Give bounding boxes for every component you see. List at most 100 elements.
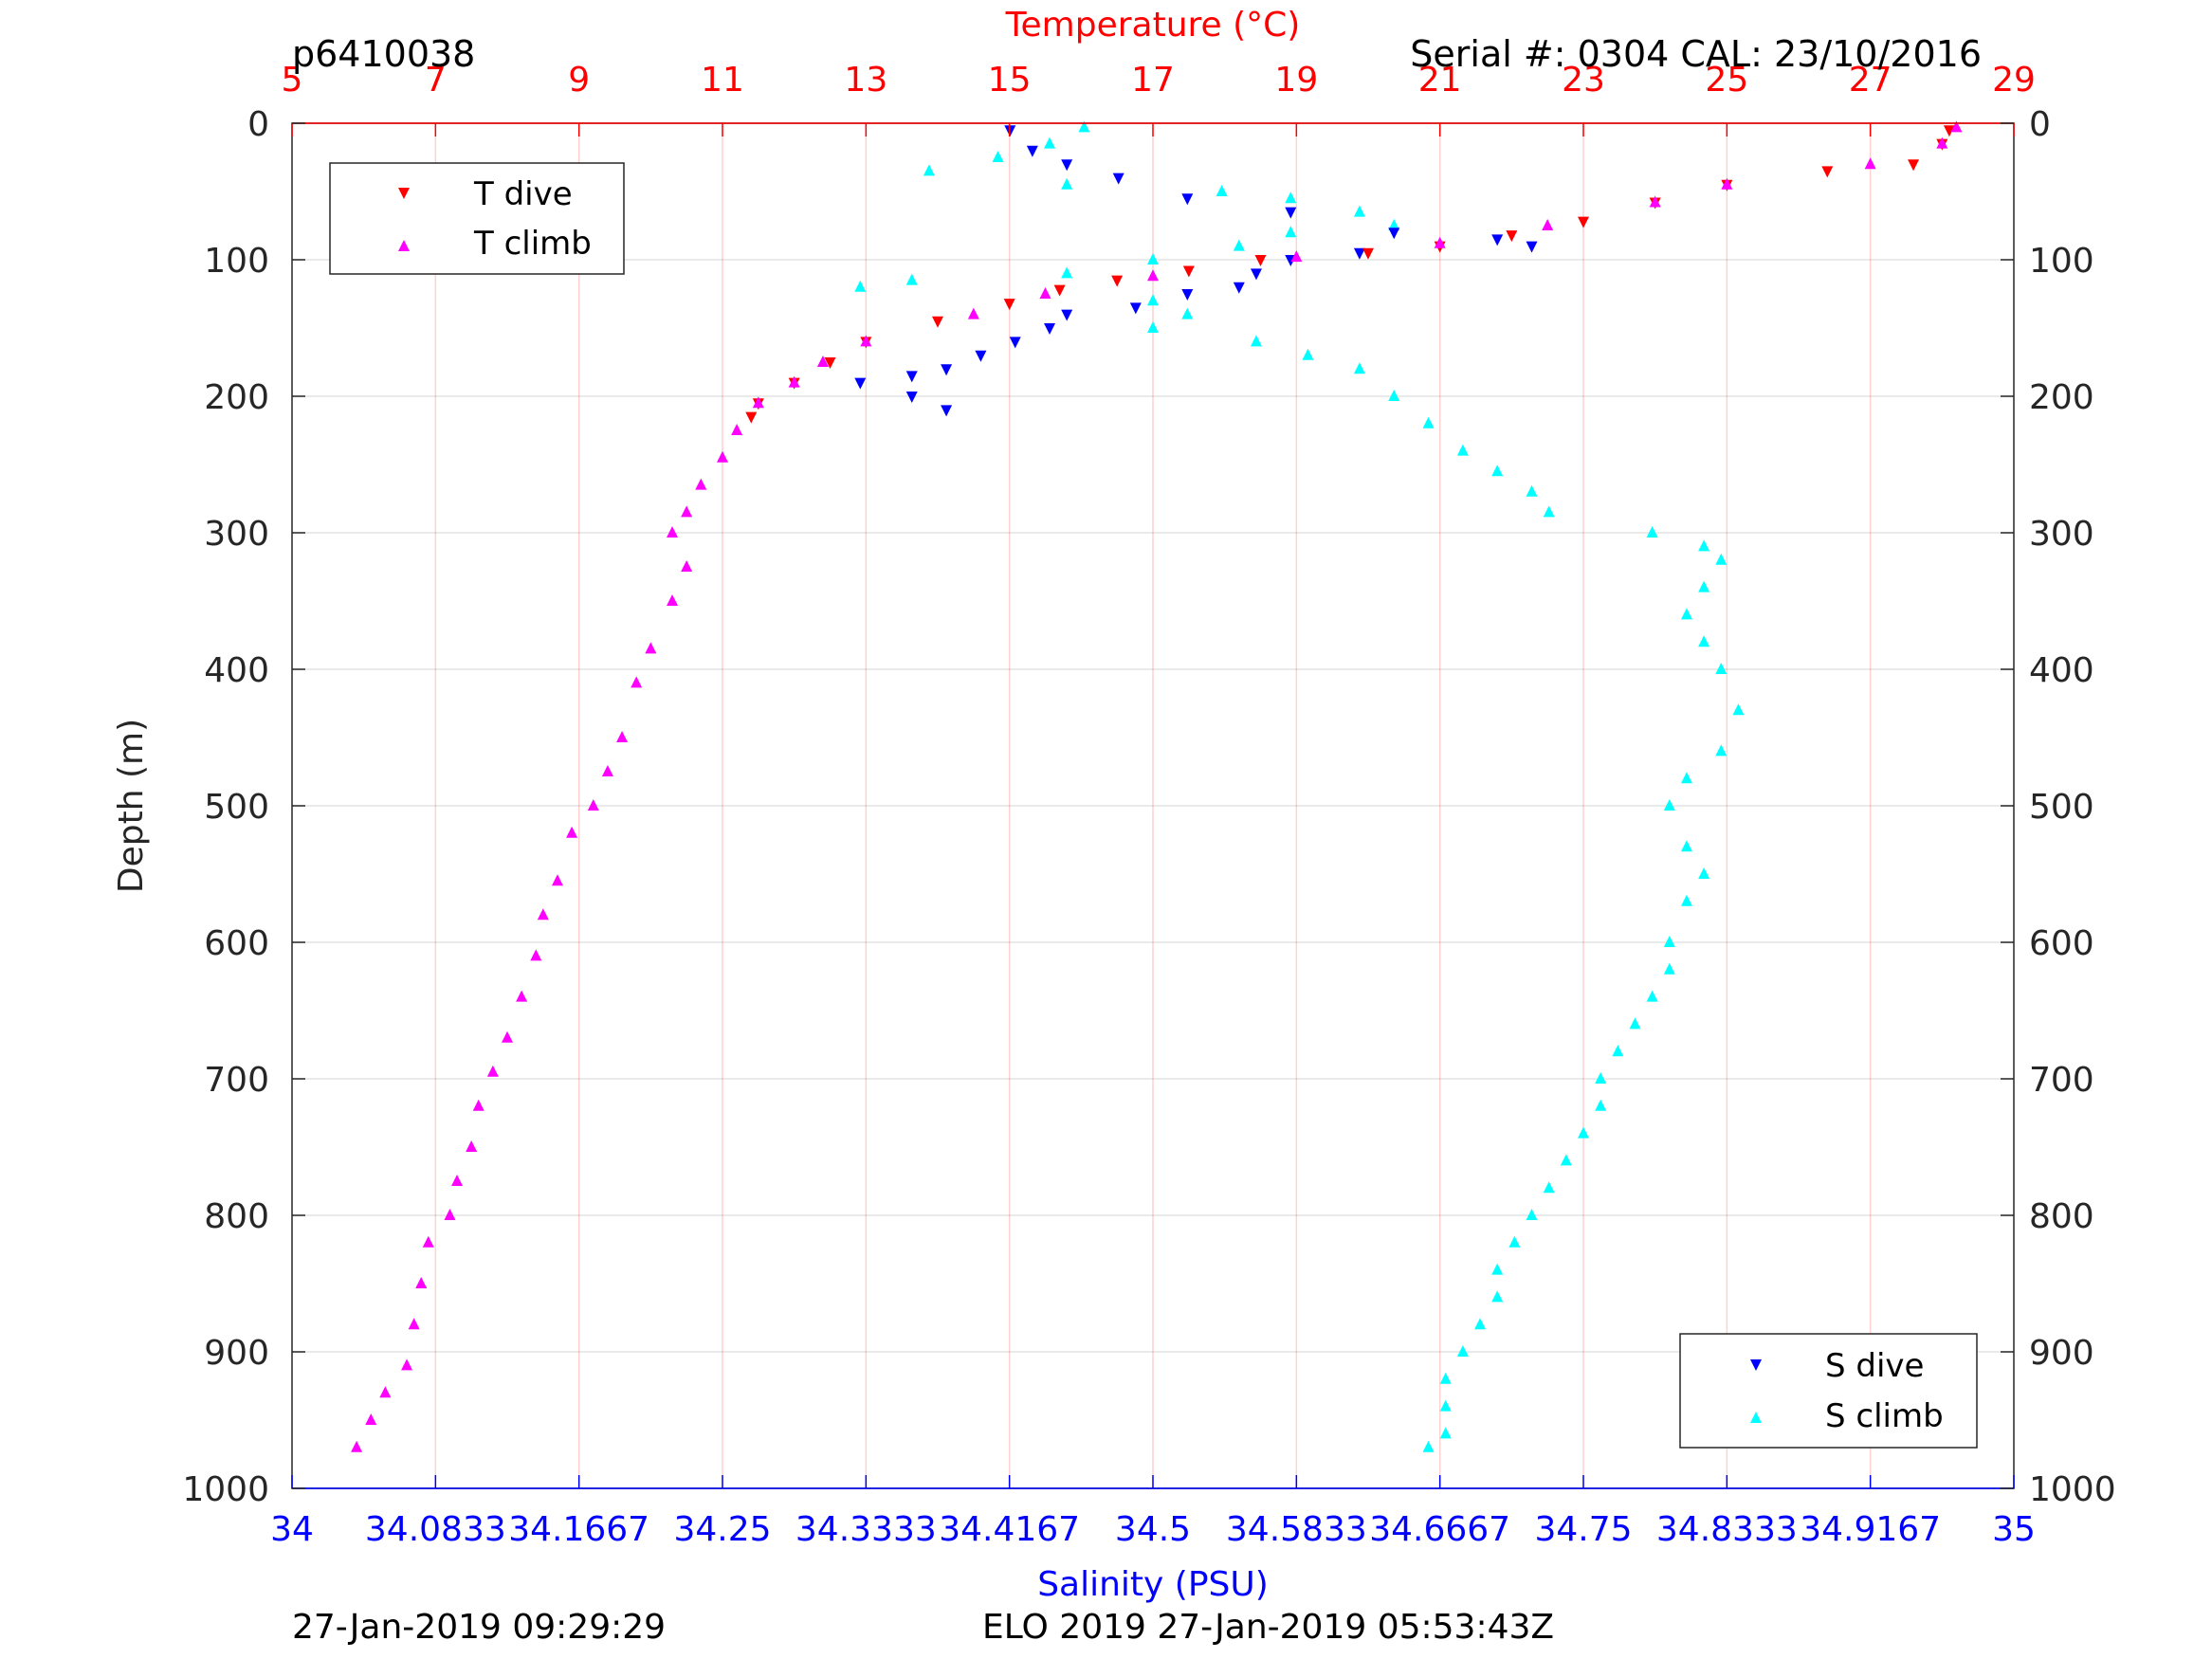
legend-box (329, 162, 625, 275)
s-climb-point (1715, 663, 1728, 674)
t-dive-point (1111, 275, 1124, 287)
s-climb-point (1698, 539, 1710, 552)
temperature-tick-label: 21 (1418, 61, 1462, 100)
serial-cal-info: Serial #: 0304 CAL: 23/10/2016 (1410, 33, 1982, 75)
s-climb-point (1456, 1345, 1469, 1357)
s-climb-point (1353, 362, 1365, 374)
t-climb-point (466, 1140, 478, 1152)
s-climb-point (923, 164, 935, 176)
s-climb-point (1147, 294, 1159, 306)
t-climb-point (472, 1099, 484, 1111)
s-climb-point (1216, 185, 1228, 196)
t-dive-point (1362, 247, 1374, 260)
depth-tick-label-right: 0 (2029, 105, 2051, 144)
salinity-tick-label: 34.9167 (1800, 1510, 1941, 1549)
s-dive-point (1491, 234, 1504, 246)
depth-tick-label-right: 900 (2029, 1334, 2094, 1373)
s-climb-point (1526, 484, 1538, 497)
s-climb-point (1285, 191, 1297, 204)
s-climb-point (1061, 266, 1073, 279)
t-climb-point (1649, 195, 1661, 208)
t-dive-point (1003, 299, 1015, 311)
s-climb-point (1578, 1126, 1589, 1139)
t-climb-point (667, 526, 679, 538)
s-climb-point (1629, 1017, 1641, 1030)
s-dive-point (905, 392, 918, 403)
salinity-tick-label: 34.4167 (939, 1510, 1080, 1549)
t-climb-point (365, 1413, 377, 1425)
s-dive-point (1285, 207, 1297, 219)
s-climb-point (1663, 799, 1675, 811)
legend-temperature: T dive T climb (329, 162, 625, 275)
depth-tick-label-right: 600 (2029, 924, 2094, 963)
t-climb-point (351, 1440, 363, 1452)
t-climb-point (667, 594, 679, 606)
depth-tick-label-right: 800 (2029, 1197, 2094, 1236)
t-dive-point (824, 357, 836, 369)
s-climb-point (1439, 1427, 1452, 1439)
t-climb-point (601, 765, 613, 776)
legend-salinity: S dive S climb (1679, 1333, 1978, 1449)
t-climb-point (717, 450, 728, 463)
s-dive-point (1181, 289, 1194, 301)
s-climb-point (1508, 1235, 1521, 1248)
s-dive-point (1388, 228, 1400, 240)
salinity-tick-label: 35 (1992, 1510, 2036, 1549)
s-climb-point (1302, 348, 1314, 360)
s-climb-point (1732, 703, 1745, 716)
s-climb-marker-icon (1750, 1412, 1762, 1423)
t-climb-point (788, 375, 800, 388)
t-climb-point (566, 826, 578, 838)
s-dive-point (1181, 193, 1194, 206)
salinity-tick-label: 34.1667 (508, 1510, 649, 1549)
t-climb-point (816, 356, 829, 367)
salinity-tick-label: 34.6667 (1369, 1510, 1510, 1549)
s-climb-point (1680, 608, 1692, 620)
temperature-tick-label: 23 (1562, 61, 1605, 100)
t-climb-point (752, 396, 764, 409)
t-climb-point (379, 1386, 392, 1398)
depth-tick-label-left: 1000 (182, 1470, 269, 1509)
depth-tick-label-left: 100 (204, 242, 269, 281)
s-climb-point (1078, 120, 1090, 133)
t-climb-point (681, 505, 693, 518)
s-dive-point (854, 377, 867, 390)
legend-box (1679, 1333, 1978, 1449)
data-markers (351, 120, 1963, 1452)
depth-tick-label-right: 300 (2029, 515, 2094, 554)
salinity-tick-label: 34.8333 (1656, 1510, 1798, 1549)
s-climb-point (1422, 1440, 1435, 1452)
salinity-tick-label: 34.5833 (1226, 1510, 1367, 1549)
s-climb-point (1422, 416, 1435, 428)
t-climb-point (408, 1318, 420, 1330)
salinity-axis-label: Salinity (PSU) (1037, 1565, 1269, 1604)
s-climb-point (1491, 465, 1504, 477)
depth-tick-label-left: 600 (204, 924, 269, 963)
s-climb-point (992, 151, 1004, 162)
t-climb-marker-icon (398, 240, 410, 251)
temperature-tick-label: 15 (988, 61, 1032, 100)
t-dive-point (1053, 284, 1066, 297)
temperature-tick-label: 19 (1274, 61, 1318, 100)
t-climb-point (401, 1358, 413, 1371)
temperature-tick-label: 7 (425, 61, 447, 100)
s-climb-point (1595, 1072, 1607, 1084)
temperature-tick-label: 29 (1992, 61, 2036, 100)
footer-timestamp: 27-Jan-2019 09:29:29 (292, 1608, 666, 1647)
s-climb-point (1543, 1181, 1555, 1194)
t-climb-point (695, 478, 707, 490)
depth-tick-label-right: 500 (2029, 788, 2094, 827)
salinity-tick-label: 34.25 (673, 1510, 771, 1549)
t-climb-point (681, 560, 693, 572)
legend-label-s-dive: S dive (1825, 1347, 1924, 1385)
t-dive-point (932, 316, 943, 328)
s-climb-point (1456, 444, 1469, 456)
s-dive-point (1061, 309, 1073, 321)
t-climb-point (587, 799, 599, 811)
s-climb-point (1646, 526, 1658, 538)
t-dive-point (1182, 265, 1195, 278)
depth-tick-label-right: 200 (2029, 378, 2094, 417)
s-climb-point (1612, 1045, 1624, 1057)
s-climb-point (1698, 580, 1710, 592)
